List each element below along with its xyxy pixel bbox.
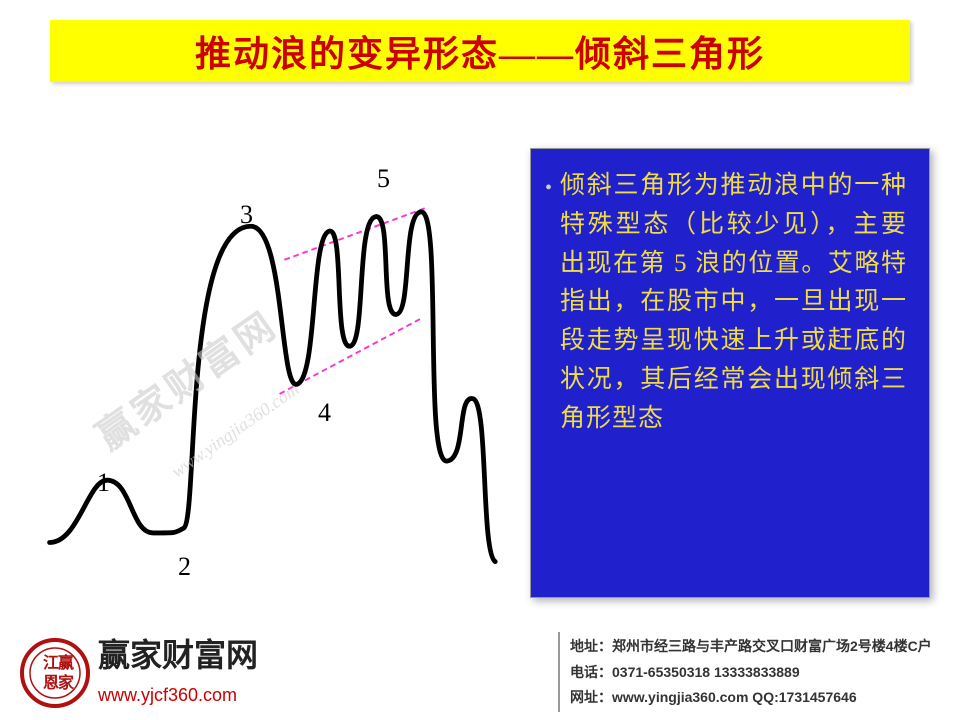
contact-web: 网址：www.yingjia360.com QQ:1731457646 [570,685,932,710]
contact-label: 地址： [570,638,612,654]
svg-text:江: 江 [43,654,59,672]
contact-value: www.yingjia360.com QQ:1731457646 [612,689,857,705]
contact-label: 网址： [570,689,612,705]
contact-block: 地址：郑州市经三路与丰产路交叉口财富广场2号楼4楼C户 电话：0371-6535… [570,634,932,710]
wave-label-4: 4 [318,398,331,428]
bullet-item: • 倾斜三角形为推动浪中的一种特殊型态（比较少见），主要出现在第 5 浪的位置。… [545,167,907,438]
wave-svg [40,140,500,600]
wave-path [50,212,496,562]
contact-address: 地址：郑州市经三路与丰产路交叉口财富广场2号楼4楼C户 [570,634,932,659]
title-text: 推动浪的变异形态——倾斜三角形 [195,25,765,77]
wave-label-2: 2 [178,552,191,582]
slide-title: 推动浪的变异形态——倾斜三角形 [50,20,910,82]
site-name: 赢家财富网 [98,630,258,676]
contact-value: 郑州市经三路与丰产路交叉口财富广场2号楼4楼C户 [612,638,932,654]
site-url: www.yjcf360.com [98,685,237,706]
wave-label-5: 5 [377,164,390,194]
svg-text:恩: 恩 [43,674,59,692]
description-text: 倾斜三角形为推动浪中的一种特殊型态（比较少见），主要出现在第 5 浪的位置。艾略… [560,167,907,438]
svg-text:家: 家 [58,673,75,692]
wave-chart: 赢家财富网 www.yingjia360.com 1 2 3 4 5 [40,140,500,600]
description-box: • 倾斜三角形为推动浪中的一种特殊型态（比较少见），主要出现在第 5 浪的位置。… [530,148,930,598]
bullet-icon: • [545,173,552,438]
logo-seal: 江 赢 恩 家 [20,638,90,708]
contact-value: 0371-65350318 13333833889 [612,664,800,680]
wave-label-1: 1 [97,468,110,498]
svg-text:赢: 赢 [58,653,74,672]
contact-label: 电话： [570,664,612,680]
footer: 江 赢 恩 家 赢家财富网 www.yjcf360.com 地址：郑州市经三路与… [0,625,960,720]
wave-label-3: 3 [240,200,253,230]
contact-phone: 电话：0371-65350318 13333833889 [570,660,932,685]
footer-divider [558,632,560,712]
